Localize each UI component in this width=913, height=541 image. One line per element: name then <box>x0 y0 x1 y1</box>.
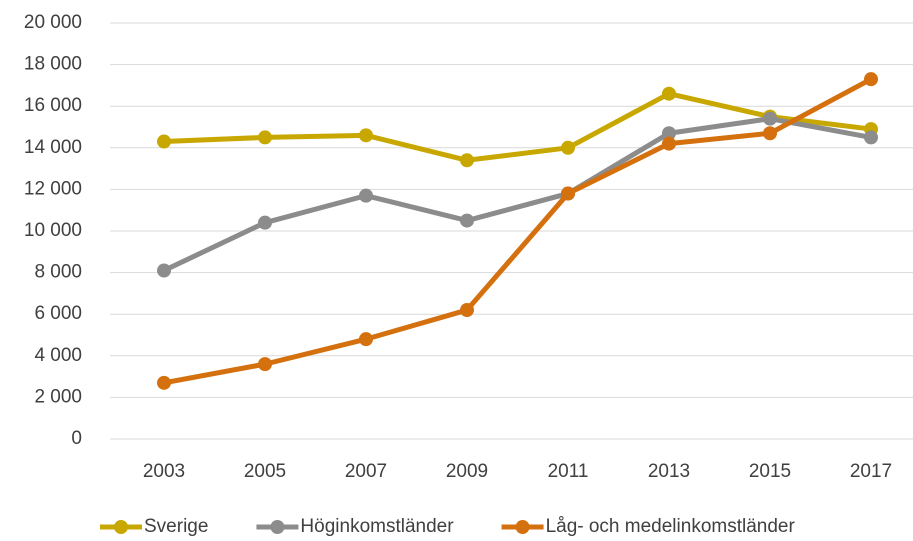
point <box>864 130 878 145</box>
y-tick-label: 2 000 <box>34 386 82 407</box>
point <box>662 136 676 151</box>
x-tick-label: 2011 <box>548 461 589 482</box>
point <box>561 186 575 201</box>
y-tick-label: 0 <box>71 428 82 449</box>
point <box>258 357 272 372</box>
point <box>157 134 171 149</box>
point <box>157 375 171 390</box>
point <box>561 140 575 155</box>
series-line <box>162 116 872 273</box>
legend-marker <box>114 520 128 534</box>
legend-marker <box>270 520 285 534</box>
x-tick-label: 2005 <box>244 461 286 482</box>
y-tick-label: 6 000 <box>34 303 82 324</box>
y-tick-label: 20 000 <box>24 12 82 33</box>
point <box>460 153 474 168</box>
point <box>359 332 373 347</box>
y-tick-label: 8 000 <box>34 262 82 283</box>
x-tick-label: 2003 <box>143 461 185 482</box>
y-tick-label: 16 000 <box>24 95 82 116</box>
point <box>460 213 474 228</box>
legend-label: Höginkomstländer <box>300 516 454 537</box>
x-tick-label: 2009 <box>446 461 488 482</box>
y-tick-label: 12 000 <box>24 178 82 199</box>
point <box>763 111 777 126</box>
point <box>662 86 676 101</box>
legend-label: Sverige <box>144 516 208 537</box>
point <box>157 263 171 278</box>
x-tick-label: 2015 <box>749 461 791 482</box>
x-tick-label: 2013 <box>648 461 690 482</box>
legend-label: Låg- och medelinkomstländer <box>546 516 796 537</box>
legend-marker <box>515 520 530 534</box>
series-line <box>163 76 873 386</box>
point <box>258 215 272 230</box>
y-tick-label: 4 000 <box>34 345 82 366</box>
x-tick-label: 2017 <box>850 461 892 482</box>
y-tick-label: 10 000 <box>24 220 82 241</box>
point <box>864 72 878 87</box>
x-tick-label: 2007 <box>345 461 387 482</box>
point <box>763 126 777 141</box>
y-tick-label: 18 000 <box>24 54 82 75</box>
series-line <box>163 91 872 163</box>
point <box>258 130 272 145</box>
point <box>460 303 474 318</box>
point <box>359 128 373 143</box>
y-tick-label: 14 000 <box>24 137 82 158</box>
point <box>662 126 676 141</box>
point <box>359 188 373 203</box>
